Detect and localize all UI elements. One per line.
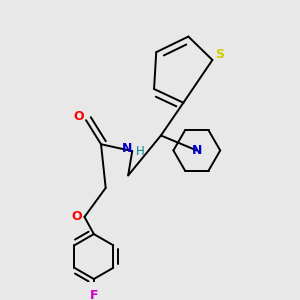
Text: N: N [192,144,202,157]
Text: O: O [71,210,82,224]
Text: S: S [215,48,224,61]
Text: N: N [122,142,133,155]
Text: F: F [90,289,98,300]
Text: H: H [136,145,144,158]
Text: O: O [74,110,85,123]
